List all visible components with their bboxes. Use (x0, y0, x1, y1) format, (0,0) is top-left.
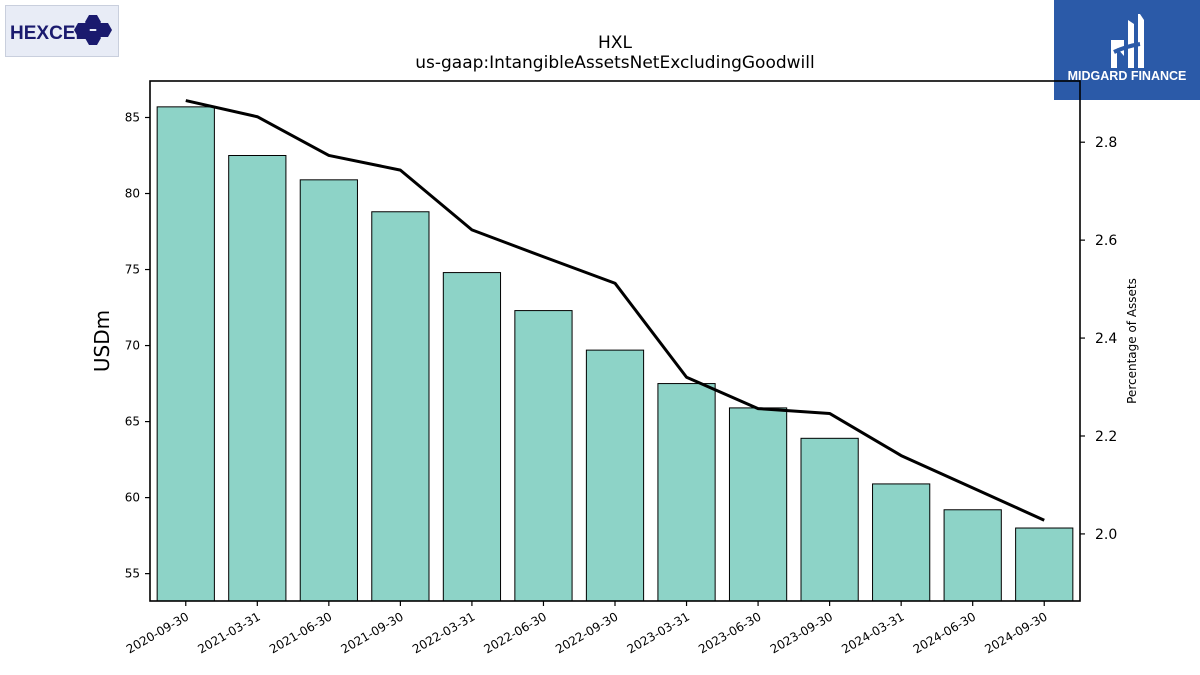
bar (371, 211, 430, 602)
y-tick-label: 55 (125, 567, 140, 581)
x-tick-label: 2021-09-30 (338, 609, 405, 656)
bar (943, 509, 1002, 602)
x-tick-label: 2021-03-31 (195, 609, 262, 656)
hexagon-shape (85, 15, 101, 29)
y-tick-label: 85 (125, 110, 140, 124)
bar (1015, 527, 1074, 602)
hexagon-shape (85, 31, 101, 45)
hexagon-shape (96, 23, 112, 37)
y-axis-label: USDm (90, 310, 114, 372)
midgard-finance-logo: MIDGARD FINANCE (1054, 0, 1200, 100)
line-series (185, 99, 1045, 522)
x-tick-label: 2022-06-30 (482, 609, 549, 656)
y2-tick-label: 2.4 (1095, 331, 1117, 347)
hexcel-logo-graphic: HEXCEL (10, 15, 112, 45)
bar (800, 437, 859, 602)
bar (872, 483, 931, 602)
bar (299, 179, 358, 602)
y2-axis-label: Percentage of Assets (1125, 278, 1139, 404)
bar-series (156, 106, 1074, 602)
x-tick-label: 2024-06-30 (911, 609, 978, 656)
x-tick-label: 2024-09-30 (982, 609, 1049, 656)
bar (228, 155, 287, 602)
bar (442, 272, 502, 602)
y2-tick-label: 2.0 (1095, 527, 1117, 543)
x-tick-label: 2022-03-31 (410, 609, 477, 656)
hexcel-logo: HEXCEL (5, 5, 119, 57)
y-tick-label: 65 (125, 415, 140, 429)
midgard-logo-text: MIDGARD FINANCE (1068, 69, 1187, 83)
x-tick-label: 2023-06-30 (696, 609, 763, 656)
x-tick-label: 2020-09-30 (124, 609, 191, 656)
chart-title: HXL (598, 33, 632, 53)
x-tick-label: 2024-03-31 (839, 609, 906, 656)
bar (728, 407, 788, 602)
y2-tick-label: 2.6 (1095, 233, 1117, 249)
bar (657, 383, 716, 602)
y-tick-label: 75 (125, 263, 140, 277)
x-tick-label: 2023-03-31 (625, 609, 692, 656)
midgard-emblem-swoosh (1113, 42, 1141, 54)
bar (156, 106, 215, 602)
bar (585, 349, 645, 602)
y2-tick-label: 2.8 (1095, 135, 1117, 151)
y-tick-label: 80 (125, 187, 140, 201)
hexagon-shape (74, 23, 90, 37)
hexcel-logo-text: HEXCEL (10, 23, 87, 44)
midgard-emblem-left (1111, 40, 1124, 68)
y2-tick-label: 2.2 (1095, 429, 1117, 445)
bar (514, 310, 573, 602)
x-tick-label: 2023-09-30 (768, 609, 835, 656)
midgard-emblem-right (1138, 14, 1144, 68)
chart-subtitle: us-gaap:IntangibleAssetsNetExcludingGood… (415, 53, 814, 73)
midgard-finance-logo-graphic: MIDGARD FINANCE (1068, 14, 1187, 83)
y-tick-label: 70 (125, 339, 140, 353)
x-tick-label: 2021-06-30 (267, 609, 334, 656)
x-tick-label: 2022-09-30 (553, 609, 620, 656)
y-tick-label: 60 (125, 491, 140, 505)
